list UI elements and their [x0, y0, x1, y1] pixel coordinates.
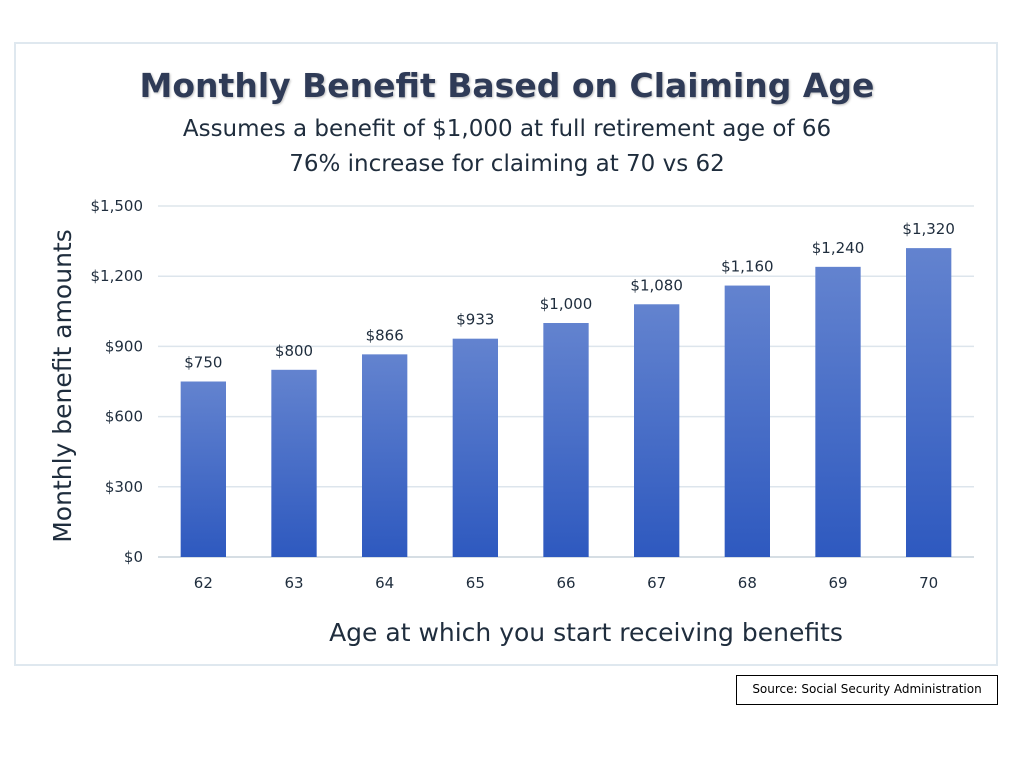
- bar: [452, 338, 498, 557]
- data-label: $933: [456, 311, 494, 329]
- data-label: $1,080: [630, 276, 683, 294]
- chart-title: Monthly Benefit Based on Claiming Age: [139, 66, 875, 105]
- x-tick-label: 62: [194, 574, 213, 592]
- bar: [906, 248, 952, 557]
- y-tick-label: $900: [105, 337, 143, 355]
- x-tick-label: 70: [919, 574, 938, 592]
- y-tick-label: $600: [105, 408, 143, 426]
- data-label: $1,320: [902, 220, 955, 238]
- x-tick-label: 64: [375, 574, 394, 592]
- y-tick-label: $1,200: [91, 267, 144, 285]
- x-axis-label: Age at which you start receiving benefit…: [329, 618, 843, 647]
- x-tick-label: 65: [466, 574, 485, 592]
- chart-subtitle-2: 76% increase for claiming at 70 vs 62: [289, 151, 725, 177]
- y-tick-label: $300: [105, 478, 143, 496]
- x-tick-label: 69: [828, 574, 847, 592]
- data-label: $866: [366, 326, 404, 344]
- data-labels: $750 $800 $866 $933 $1,000 $1,080 $1,160 $1,240…: [184, 220, 955, 371]
- data-label: $800: [275, 342, 313, 360]
- data-label: $1,160: [721, 258, 774, 276]
- source-note: Source: Social Security Administration: [736, 675, 998, 705]
- y-axis-ticks: $0 $300 $600 $900 $1,200 $1,500: [91, 197, 144, 566]
- x-tick-label: 68: [738, 574, 757, 592]
- bars: [180, 248, 952, 557]
- bar: [634, 304, 680, 557]
- bar: [271, 369, 317, 557]
- data-label: $1,240: [812, 239, 865, 257]
- y-tick-label: $0: [124, 548, 143, 566]
- data-label: $1,000: [540, 295, 593, 313]
- bar: [180, 381, 226, 557]
- x-tick-label: 63: [284, 574, 303, 592]
- bar: [815, 266, 861, 557]
- chart-subtitle-1: Assumes a benefit of $1,000 at full reti…: [182, 116, 832, 142]
- x-tick-label: 67: [647, 574, 666, 592]
- data-label: $750: [184, 354, 222, 372]
- x-tick-label: 66: [556, 574, 575, 592]
- bar: [543, 323, 589, 557]
- bar: [724, 285, 770, 557]
- x-axis-ticks: 62 63 64 65 66 67 68 69 70: [194, 574, 938, 592]
- bar: [362, 354, 408, 557]
- y-axis-label: Monthly benefit amounts: [48, 229, 77, 543]
- y-tick-label: $1,500: [91, 197, 144, 215]
